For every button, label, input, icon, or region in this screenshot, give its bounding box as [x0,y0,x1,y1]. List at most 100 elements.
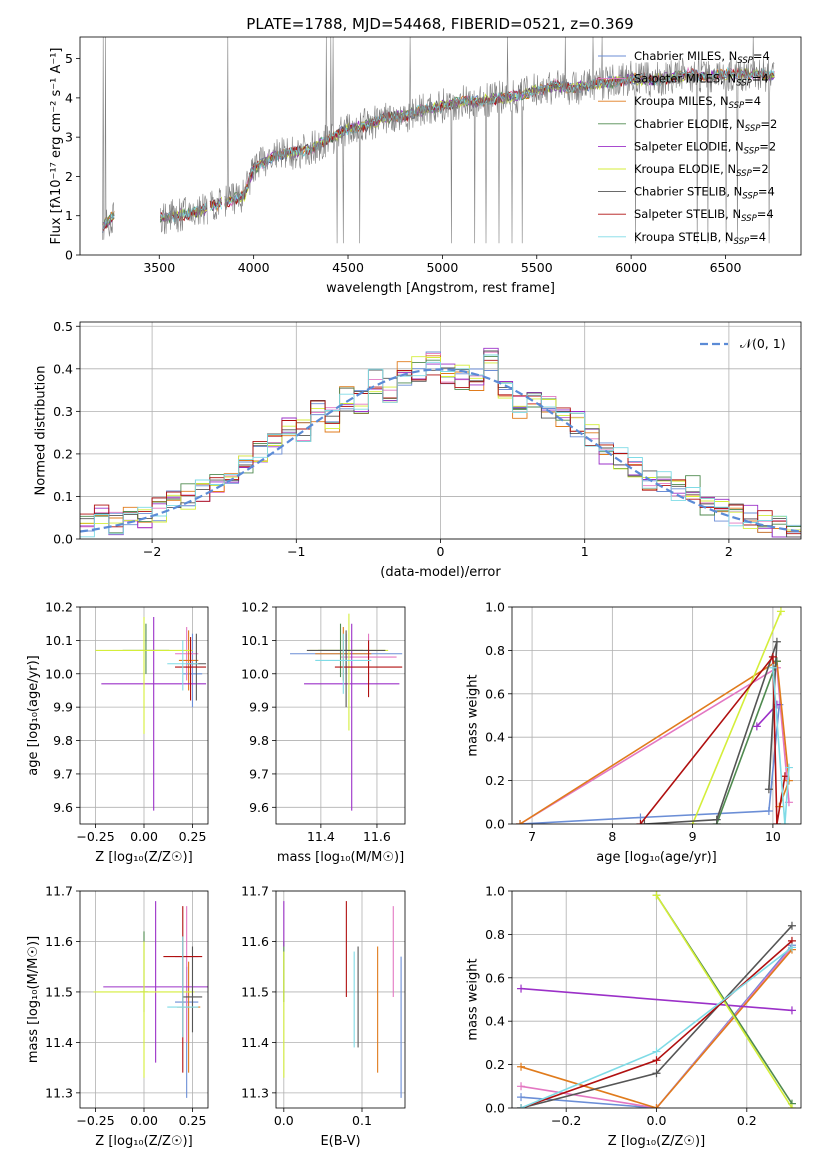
plot-area-weight_vs_age [516,607,793,824]
model-spectrum [102,68,775,225]
tick-label-y: 9.7 [53,766,73,781]
tick-label-y: 9.7 [249,766,269,781]
tick-label-y: 11.3 [241,1085,269,1100]
tick-label-x: 5500 [521,260,553,275]
tick-label-y: 0 [65,248,73,263]
weight-marker [772,657,781,666]
legend-tail: =4 [757,207,774,221]
weight-marker [516,820,525,824]
data-point [167,936,199,1038]
tick-label-y: 0.2 [485,1057,505,1072]
x-axis-label: Z [log₁₀(Z/Z☉)] [95,850,192,865]
data-point [304,623,400,811]
legend-tail: =4 [744,94,761,108]
tick-label-y: 9.6 [249,800,269,815]
axes-mass_vs_Z: −0.25 0.00 0.25 11.3 11.4 11.5 11.6 11.7 Z [log₁… [26,884,209,1149]
tick-label-y: 4 [65,90,73,105]
x-axis-label: (data-model)/error [380,565,501,580]
tick-label-y: 0.4 [53,361,73,376]
tick-label-x: 6500 [710,260,742,275]
weight-marker [652,1047,661,1056]
tick-label-y: 11.6 [241,934,269,949]
data-point [122,623,170,674]
weight-line [519,659,790,824]
tick-label-y: 0.0 [53,532,73,547]
axes-frame [79,321,802,540]
data-point [95,617,193,734]
weight-marker [652,891,661,900]
tick-label-x: 2 [725,544,733,559]
axes-weight_vs_Z: −0.2 0.0 0.2 0.0 0.2 0.4 0.6 0.8 1.0 Z [log₁₀(Z/Z… [466,884,802,1149]
plot-area-mass_vs_Z [93,901,208,1098]
tick-label-x: 11.6 [363,829,391,844]
figure-title: PLATE=1788, MJD=54468, FIBERID=0521, z=0… [246,15,633,33]
weight-marker [787,921,796,930]
legend-tail: =4 [749,230,766,244]
axes-weight_vs_age: 7 8 9 10 0.0 0.2 0.4 0.6 0.8 1.0 age [log₁₀(age/yr… [466,600,802,865]
weight-marker [772,637,781,646]
tick-label-x: 0.00 [130,829,158,844]
x-axis-label: E(B-V) [320,1134,360,1149]
weight-marker [768,652,777,661]
weight-marker [787,1104,796,1108]
legend-label: Kroupa STELIB, NSSP=4 [634,230,766,247]
tick-label-x: 0.25 [179,829,207,844]
data-point [182,946,203,1033]
weight-marker [712,815,721,824]
weight-line [519,704,781,824]
plot-area-residuals [80,347,801,538]
legend-label: Kroupa ELODIE, NSSP=2 [634,162,769,179]
tick-label-y: 10.1 [45,633,73,648]
tick-label-x: 0.1 [352,1113,372,1128]
y-axis-label: age [log₁₀(age/yr)] [26,655,41,776]
data-point [176,961,201,1073]
data-spectrum [102,37,775,244]
weight-marker [780,820,789,824]
weight-series [516,700,784,824]
tick-label-x: 0.25 [179,1113,207,1128]
legend-label: Chabrier ELODIE, NSSP=2 [634,117,777,134]
tick-label-y: 2 [65,169,73,184]
legend-tail: =2 [752,162,769,176]
plot-area-age_vs_Z [95,617,207,811]
tick-label-x: 4500 [332,260,364,275]
tick-label-y: 9.6 [53,800,73,815]
tick-label-y: 9.9 [249,700,269,715]
legend: Chabrier MILES, NSSP=4 Salpeter MILES, NS… [598,49,777,247]
tick-label-x: −1 [287,544,305,559]
axes-frame [511,606,802,825]
data-point [306,630,386,708]
plot-area-spectrum [102,37,775,244]
data-point [309,613,389,731]
x-axis-label: Z [log₁₀(Z/Z☉)] [95,1134,192,1149]
tick-label-y: 0.6 [485,970,505,985]
tick-label-x: −0.25 [76,829,114,844]
model-spectrum [102,66,775,230]
legend-sub: SSP [745,124,761,134]
data-point [175,906,199,1043]
tick-label-x: −0.2 [551,1113,581,1128]
axes-frame [275,606,406,825]
legend-label: Salpeter ELODIE, NSSP=2 [634,139,776,156]
axes-age_vs_mass: 11.4 11.6 9.6 9.7 9.8 9.9 10.0 10.1 10.2 mass [lo… [241,600,406,865]
tick-label-y: 9.9 [53,700,73,715]
residual-histogram [80,354,801,538]
data-point [93,941,195,1078]
weight-marker [652,1069,661,1078]
weight-line [520,949,793,1108]
legend-sub: SSP [736,79,752,89]
weight-marker [768,663,777,672]
tick-label-y: 10.0 [241,666,269,681]
tick-label-y: 5 [65,51,73,66]
weight-line [644,641,778,824]
tick-label-x: 7 [528,829,536,844]
data-point [315,633,372,694]
tick-label-x: 6000 [615,260,647,275]
x-axis-label: wavelength [Angstrom, rest frame] [326,281,555,296]
tick-label-x: 0.0 [647,1113,667,1128]
tick-label-x: 3500 [143,260,175,275]
tick-label-y: 11.7 [241,884,269,899]
data-point [175,627,199,681]
data-point [178,630,199,691]
tick-label-x: 9 [689,829,697,844]
